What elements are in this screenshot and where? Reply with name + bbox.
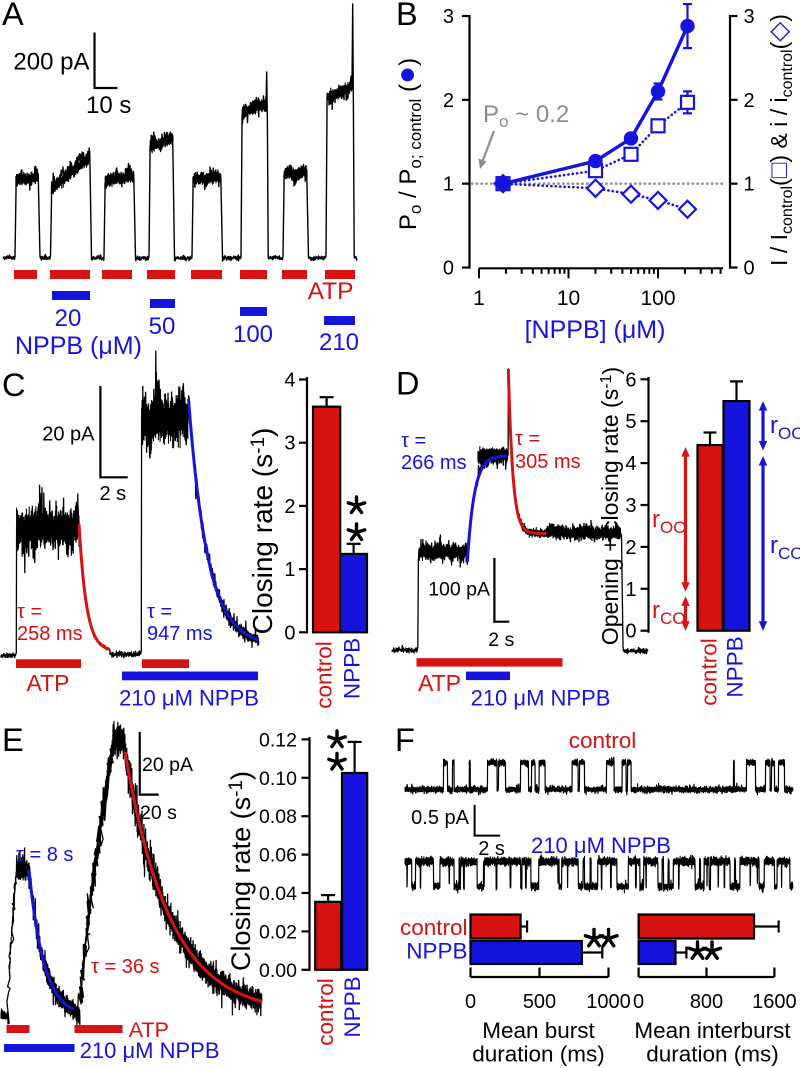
svg-text:0.06: 0.06 xyxy=(259,845,297,867)
svg-text:0: 0 xyxy=(633,991,644,1013)
svg-text:4: 4 xyxy=(284,370,295,392)
svg-text:ATP: ATP xyxy=(308,278,354,305)
svg-text:0.08: 0.08 xyxy=(259,806,297,828)
svg-text:210 μM NPPB: 210 μM NPPB xyxy=(471,686,611,711)
svg-text:1: 1 xyxy=(744,174,755,196)
svg-text:1600: 1600 xyxy=(752,991,797,1013)
svg-text:2 s: 2 s xyxy=(100,483,127,505)
svg-text:Opening + closing rate (s-1): Opening + closing rate (s-1) xyxy=(597,367,624,645)
svg-text:2: 2 xyxy=(284,496,295,518)
svg-text:20 s: 20 s xyxy=(140,802,177,824)
svg-text:210 μM NPPB: 210 μM NPPB xyxy=(531,833,671,858)
svg-text:100 pA: 100 pA xyxy=(428,579,490,601)
svg-text:20: 20 xyxy=(55,305,82,332)
svg-text:B: B xyxy=(396,0,418,32)
svg-text:E: E xyxy=(2,722,24,758)
svg-text:0.04: 0.04 xyxy=(259,883,297,905)
svg-text:NPPB (μM): NPPB (μM) xyxy=(15,332,142,360)
svg-text:control: control xyxy=(313,978,338,1046)
svg-text:2: 2 xyxy=(744,90,755,112)
svg-text:0.5 pA: 0.5 pA xyxy=(411,807,469,829)
svg-text:τ =: τ = xyxy=(515,428,540,450)
svg-text:Mean interburst: Mean interburst xyxy=(634,1018,791,1043)
svg-text:2 s: 2 s xyxy=(478,838,505,860)
svg-text:control: control xyxy=(400,915,468,940)
svg-text:control: control xyxy=(312,641,337,709)
svg-text:ATP: ATP xyxy=(129,1018,169,1042)
svg-text:NPPB: NPPB xyxy=(340,976,365,1037)
svg-text:947 ms: 947 ms xyxy=(147,623,213,645)
svg-text:500: 500 xyxy=(523,991,556,1013)
svg-text:50: 50 xyxy=(149,313,176,340)
svg-text:ATP: ATP xyxy=(418,670,461,696)
svg-text:F: F xyxy=(395,722,415,758)
svg-text:2: 2 xyxy=(625,537,636,559)
svg-text:4: 4 xyxy=(625,453,636,475)
svg-text:0: 0 xyxy=(443,258,454,280)
svg-text:duration (ms): duration (ms) xyxy=(646,1042,779,1067)
svg-text:800: 800 xyxy=(690,991,723,1013)
svg-text:3: 3 xyxy=(284,433,295,455)
svg-text:20 pA: 20 pA xyxy=(42,424,95,446)
svg-text:Po ~ 0.2: Po ~ 0.2 xyxy=(483,101,569,131)
svg-text:D: D xyxy=(396,366,419,402)
svg-text:20 pA: 20 pA xyxy=(142,754,193,776)
svg-text:1: 1 xyxy=(473,287,485,310)
svg-text:0: 0 xyxy=(465,991,476,1013)
svg-text:C: C xyxy=(2,367,25,403)
svg-text:control: control xyxy=(569,728,637,753)
svg-text:NPPB: NPPB xyxy=(340,638,365,699)
svg-text:1: 1 xyxy=(625,579,636,601)
svg-text:τ =: τ = xyxy=(17,601,42,623)
svg-text:τ = 36 s: τ = 36 s xyxy=(91,956,160,978)
svg-text:control: control xyxy=(697,638,722,706)
svg-text:200 pA: 200 pA xyxy=(13,49,89,76)
svg-text:ATP: ATP xyxy=(26,670,69,696)
svg-text:10 s: 10 s xyxy=(86,92,131,119)
svg-text:0.02: 0.02 xyxy=(259,921,297,943)
svg-text:2 s: 2 s xyxy=(488,629,514,651)
svg-text:100: 100 xyxy=(640,287,675,310)
svg-text:0.10: 0.10 xyxy=(259,768,297,790)
svg-text:305 ms: 305 ms xyxy=(515,451,581,473)
svg-text:0.12: 0.12 xyxy=(259,729,297,751)
svg-text:[NPPB] (μM): [NPPB] (μM) xyxy=(525,316,666,344)
svg-text:0: 0 xyxy=(284,622,295,644)
svg-text:τ = 8 s: τ = 8 s xyxy=(16,844,73,866)
svg-text:266 ms: 266 ms xyxy=(401,452,467,474)
svg-text:0: 0 xyxy=(744,258,755,280)
svg-text:1: 1 xyxy=(284,559,295,581)
svg-text:NPPB: NPPB xyxy=(406,939,467,964)
svg-text:τ =: τ = xyxy=(147,601,172,623)
svg-text:Mean burst: Mean burst xyxy=(482,1018,595,1043)
svg-text:3: 3 xyxy=(625,495,636,517)
svg-text:0.00: 0.00 xyxy=(259,960,297,982)
svg-text:210 μM NPPB: 210 μM NPPB xyxy=(80,1038,220,1063)
svg-text:0: 0 xyxy=(625,621,636,643)
svg-text:210: 210 xyxy=(319,329,359,356)
svg-text:2: 2 xyxy=(443,90,454,112)
svg-text:3: 3 xyxy=(443,6,454,28)
svg-text:5: 5 xyxy=(625,411,636,433)
svg-text:258 ms: 258 ms xyxy=(17,623,83,645)
svg-text:Closing rate (s-1): Closing rate (s-1) xyxy=(226,771,256,971)
svg-text:1: 1 xyxy=(443,174,454,196)
svg-text:τ =: τ = xyxy=(401,430,426,452)
svg-text:3: 3 xyxy=(744,6,755,28)
svg-text:210 μM NPPB: 210 μM NPPB xyxy=(119,686,259,711)
svg-text:10: 10 xyxy=(557,287,580,310)
svg-text:NPPB: NPPB xyxy=(723,636,748,697)
svg-text:Closing rate (s-1): Closing rate (s-1) xyxy=(247,428,278,635)
svg-text:duration (ms): duration (ms) xyxy=(472,1042,605,1067)
svg-text:A: A xyxy=(2,0,24,32)
svg-text:1000: 1000 xyxy=(586,991,631,1013)
svg-text:100: 100 xyxy=(233,321,273,348)
svg-text:6: 6 xyxy=(625,369,636,391)
